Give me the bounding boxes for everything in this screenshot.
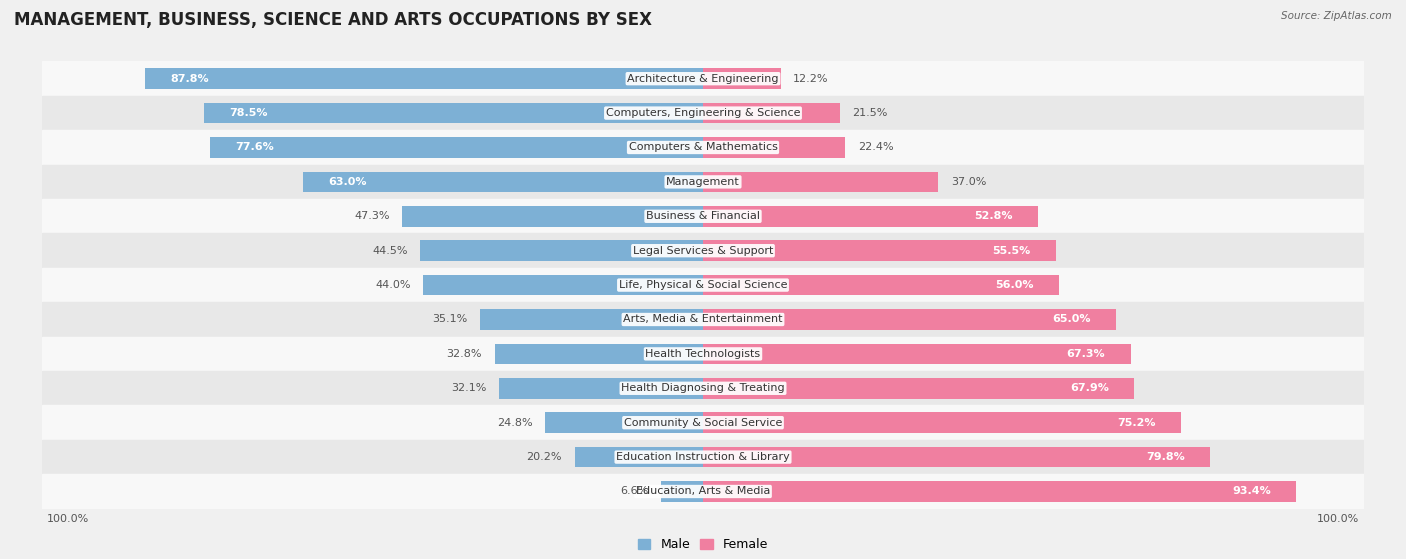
Text: 24.8%: 24.8%: [498, 418, 533, 428]
Bar: [42, 199, 1364, 234]
Text: 75.2%: 75.2%: [1116, 418, 1156, 428]
Text: Source: ZipAtlas.com: Source: ZipAtlas.com: [1281, 11, 1392, 21]
Bar: [703, 378, 1135, 399]
Text: Arts, Media & Entertainment: Arts, Media & Entertainment: [623, 315, 783, 324]
Text: 87.8%: 87.8%: [170, 74, 209, 84]
Bar: [661, 481, 703, 502]
Text: 37.0%: 37.0%: [950, 177, 986, 187]
Text: Health Diagnosing & Treating: Health Diagnosing & Treating: [621, 383, 785, 394]
Text: Management: Management: [666, 177, 740, 187]
Text: 32.1%: 32.1%: [451, 383, 486, 394]
Bar: [703, 481, 1296, 502]
Text: 56.0%: 56.0%: [995, 280, 1033, 290]
Bar: [402, 206, 703, 226]
Bar: [703, 309, 1116, 330]
Bar: [42, 130, 1364, 165]
Bar: [479, 309, 703, 330]
Text: 12.2%: 12.2%: [793, 74, 828, 84]
Text: Legal Services & Support: Legal Services & Support: [633, 246, 773, 255]
Bar: [145, 68, 703, 89]
Text: 22.4%: 22.4%: [858, 143, 894, 153]
Bar: [703, 68, 780, 89]
Bar: [42, 371, 1364, 405]
Bar: [546, 413, 703, 433]
Text: Health Technologists: Health Technologists: [645, 349, 761, 359]
Bar: [499, 378, 703, 399]
Text: 44.0%: 44.0%: [375, 280, 411, 290]
Bar: [302, 172, 703, 192]
Legend: Male, Female: Male, Female: [633, 533, 773, 556]
Text: Computers, Engineering & Science: Computers, Engineering & Science: [606, 108, 800, 118]
Bar: [42, 302, 1364, 337]
Bar: [42, 474, 1364, 509]
Text: Architecture & Engineering: Architecture & Engineering: [627, 74, 779, 84]
Text: 67.3%: 67.3%: [1067, 349, 1105, 359]
Text: Education, Arts & Media: Education, Arts & Media: [636, 486, 770, 496]
Text: 63.0%: 63.0%: [328, 177, 367, 187]
Bar: [495, 344, 703, 364]
Text: 47.3%: 47.3%: [354, 211, 389, 221]
Bar: [42, 234, 1364, 268]
Text: 93.4%: 93.4%: [1232, 486, 1271, 496]
Bar: [42, 440, 1364, 474]
Bar: [703, 137, 845, 158]
Text: 67.9%: 67.9%: [1070, 383, 1109, 394]
Text: Community & Social Service: Community & Social Service: [624, 418, 782, 428]
Text: 65.0%: 65.0%: [1052, 315, 1091, 324]
Bar: [204, 103, 703, 124]
Text: 20.2%: 20.2%: [526, 452, 562, 462]
Text: 78.5%: 78.5%: [229, 108, 269, 118]
Text: 21.5%: 21.5%: [852, 108, 887, 118]
Bar: [703, 206, 1039, 226]
Text: Business & Financial: Business & Financial: [645, 211, 761, 221]
Bar: [703, 275, 1059, 295]
Text: Life, Physical & Social Science: Life, Physical & Social Science: [619, 280, 787, 290]
Text: 79.8%: 79.8%: [1146, 452, 1185, 462]
Text: Computers & Mathematics: Computers & Mathematics: [628, 143, 778, 153]
Bar: [42, 96, 1364, 130]
Text: 6.6%: 6.6%: [620, 486, 648, 496]
Text: 52.8%: 52.8%: [974, 211, 1014, 221]
Bar: [42, 405, 1364, 440]
Bar: [703, 172, 938, 192]
Bar: [42, 61, 1364, 96]
Bar: [703, 344, 1130, 364]
Bar: [42, 165, 1364, 199]
Bar: [42, 268, 1364, 302]
Text: 44.5%: 44.5%: [373, 246, 408, 255]
Text: 77.6%: 77.6%: [235, 143, 274, 153]
Bar: [703, 240, 1056, 261]
Bar: [42, 337, 1364, 371]
Text: 55.5%: 55.5%: [993, 246, 1031, 255]
Text: 32.8%: 32.8%: [446, 349, 482, 359]
Bar: [423, 275, 703, 295]
Bar: [703, 413, 1181, 433]
Text: MANAGEMENT, BUSINESS, SCIENCE AND ARTS OCCUPATIONS BY SEX: MANAGEMENT, BUSINESS, SCIENCE AND ARTS O…: [14, 11, 652, 29]
Bar: [209, 137, 703, 158]
Bar: [703, 447, 1211, 467]
Text: Education Instruction & Library: Education Instruction & Library: [616, 452, 790, 462]
Bar: [703, 103, 839, 124]
Bar: [420, 240, 703, 261]
Bar: [575, 447, 703, 467]
Text: 35.1%: 35.1%: [432, 315, 467, 324]
